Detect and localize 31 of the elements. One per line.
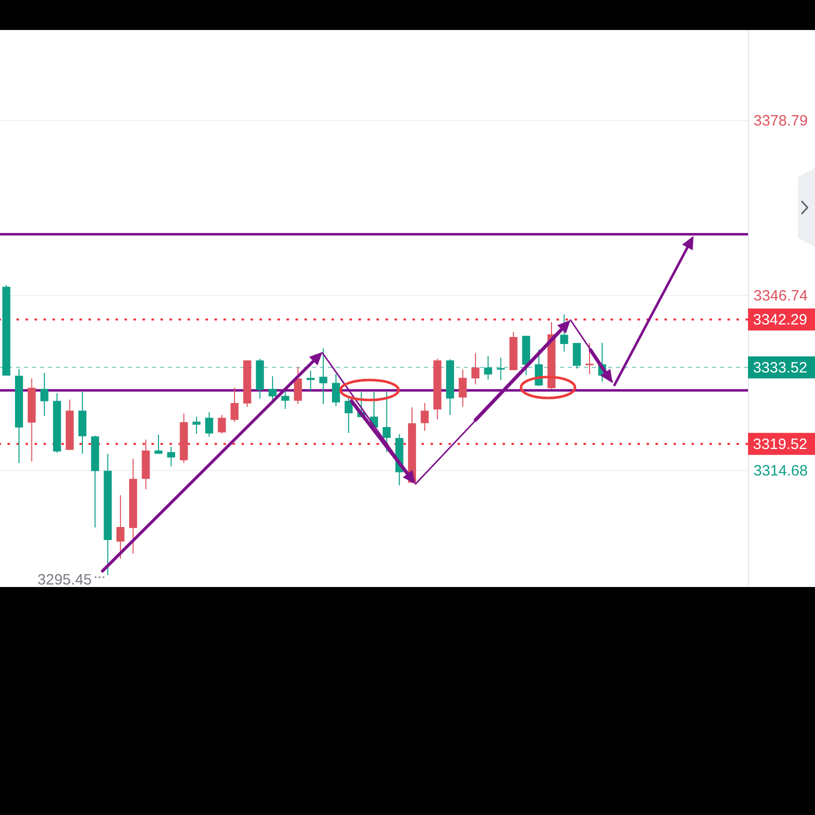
candlestick [572,342,581,370]
y-tick-label: 3378.79 [754,112,808,130]
candlestick [458,369,467,408]
candlestick [471,352,480,385]
candlestick [586,342,594,375]
candlestick [420,402,429,432]
candlestick [294,366,302,405]
candlestick [496,357,505,381]
candlestick [484,356,492,380]
candlestick [205,412,214,438]
candlestick [319,348,328,405]
candlestick [230,387,239,423]
candlestick [560,314,568,352]
candlestick [218,414,226,434]
candlestick [332,374,340,407]
candlestick [167,446,176,467]
candlestick [344,396,353,434]
ref-line-label: 3342.29 [753,311,808,328]
candlestick [306,370,315,392]
annotation: 3295.45 [38,571,92,588]
candlestick [154,434,162,454]
y-tick-label: 3346.74 [754,288,808,305]
ref-line-label: 3319.52 [753,436,808,453]
candlestick [116,494,124,560]
candlestick [382,392,391,453]
candlestick [268,376,277,402]
ref-line-label: 3333.52 [753,359,808,376]
candlestick [40,372,48,417]
candlestick [192,416,201,434]
candlestick [281,390,290,410]
y-tick-label: 3314.68 [754,462,808,480]
